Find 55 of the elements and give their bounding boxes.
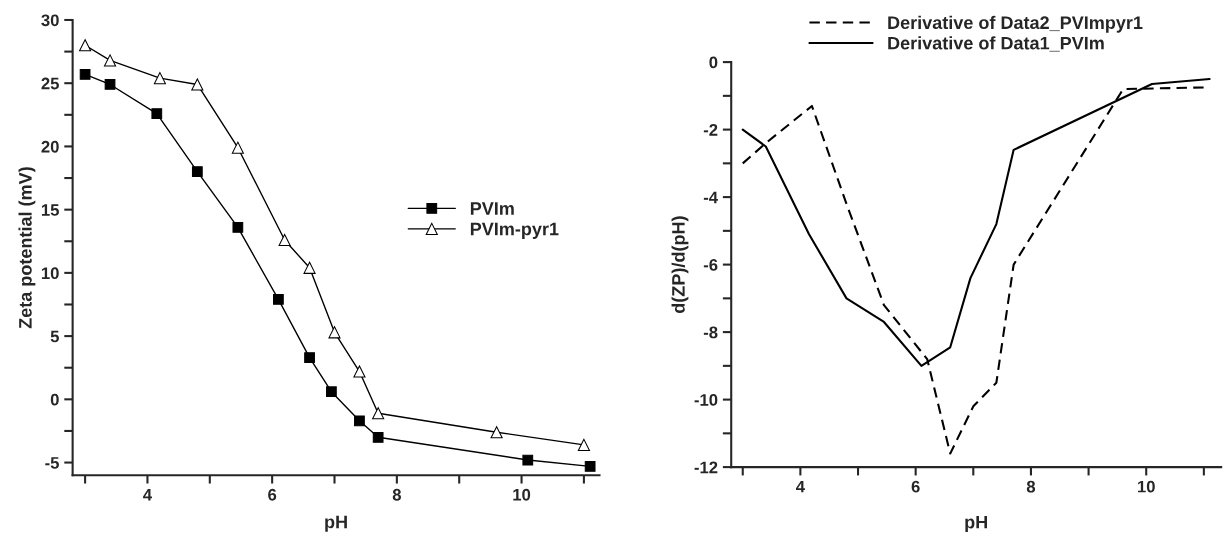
point: [490, 426, 503, 439]
point: [326, 386, 337, 398]
point: [191, 78, 204, 91]
point: [584, 460, 596, 472]
y-tick-label: -12: [694, 461, 718, 474]
x-tick-label: 8: [1026, 480, 1036, 493]
point: [354, 415, 365, 427]
point: [522, 454, 534, 466]
point: [79, 68, 91, 80]
point: [103, 54, 117, 67]
y-tick-label: -4: [703, 191, 718, 204]
point: [232, 221, 244, 233]
point: [153, 72, 166, 85]
y-tick-label: 0: [709, 56, 718, 69]
legend-label: Derivative of Data2_PVImpyr1: [888, 15, 1143, 33]
point: [273, 294, 284, 305]
y-tick-label: -5: [45, 457, 59, 469]
y-tick-label: -8: [703, 326, 718, 339]
point: [191, 166, 203, 178]
legend-label: Derivative of Data1_PVIm: [888, 36, 1104, 52]
point: [372, 431, 384, 443]
x-tick-label: 10: [513, 488, 531, 501]
x-axis-title: pH: [325, 515, 347, 532]
y-axis-title: d(ZP)/d(pH): [671, 216, 689, 313]
point: [231, 141, 244, 154]
x-tick-label: 6: [911, 480, 920, 493]
y-axis-title: Zeta potential (mV): [18, 167, 36, 329]
legend-label: PVIm: [470, 202, 514, 215]
y-tick-label: -6: [703, 259, 718, 271]
point: [278, 233, 291, 247]
x-tick-label: 6: [268, 488, 277, 501]
y-tick-label: 10: [41, 267, 59, 280]
point: [104, 79, 116, 90]
y-tick-label: -2: [703, 124, 718, 136]
y-tick-label: 0: [50, 393, 59, 406]
point: [577, 438, 590, 451]
x-tick-label: 10: [1138, 480, 1155, 493]
x-tick-label: 8: [392, 488, 401, 501]
point: [151, 108, 163, 119]
x-axis-title: pH: [965, 515, 987, 533]
point: [304, 352, 315, 363]
point: [372, 407, 385, 420]
y-tick-label: 20: [41, 140, 59, 153]
point: [328, 326, 341, 339]
y-tick-label: -10: [694, 394, 718, 406]
y-tick-label: 15: [41, 204, 59, 216]
x-tick-label: 4: [796, 480, 805, 493]
y-tick-label: 5: [50, 330, 59, 343]
point: [303, 261, 316, 274]
legend-label: PVIm-pyr1: [470, 222, 559, 239]
point: [79, 39, 92, 52]
x-tick-label: 4: [143, 489, 152, 501]
point: [353, 365, 366, 378]
y-tick-label: 30: [41, 14, 59, 27]
y-tick-label: 25: [41, 77, 59, 90]
